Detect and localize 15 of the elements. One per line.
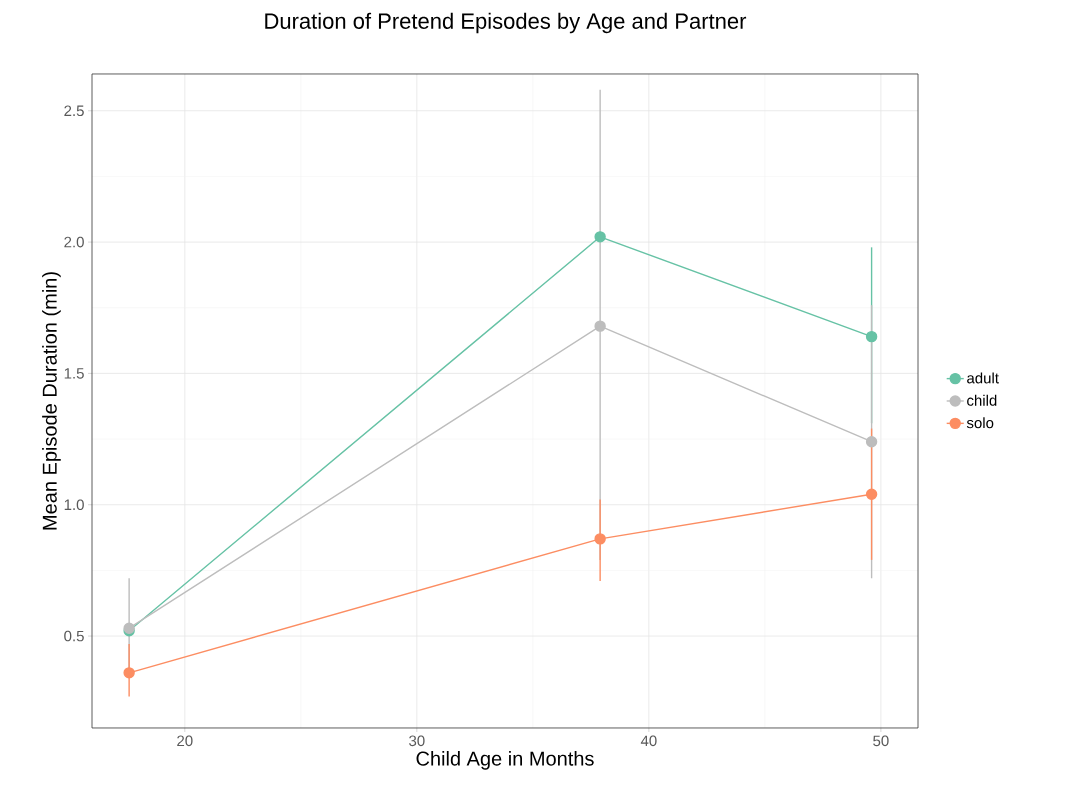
x-tick-label: 40: [640, 735, 657, 747]
x-tick-label: 30: [409, 735, 425, 747]
x-tick-label: 50: [873, 735, 889, 747]
y-tick-label: 1.0: [64, 499, 84, 511]
y-tick-label: 1.5: [64, 368, 84, 379]
chart-title: Duration of Pretend Episodes by Age and Partner: [265, 12, 747, 34]
y-axis-title: Mean Episode Duration (min): [42, 272, 61, 530]
y-tick-label: 0.5: [64, 630, 84, 642]
x-tick-label: 20: [177, 735, 193, 747]
legend-label: adult: [967, 372, 999, 384]
x-axis-title: Child Age in Months: [416, 751, 594, 770]
y-tick-label: 2.0: [64, 236, 84, 248]
legend-label: child: [967, 394, 997, 406]
y-tick-label: 2.5: [64, 105, 84, 117]
legend-label: solo: [966, 417, 994, 429]
